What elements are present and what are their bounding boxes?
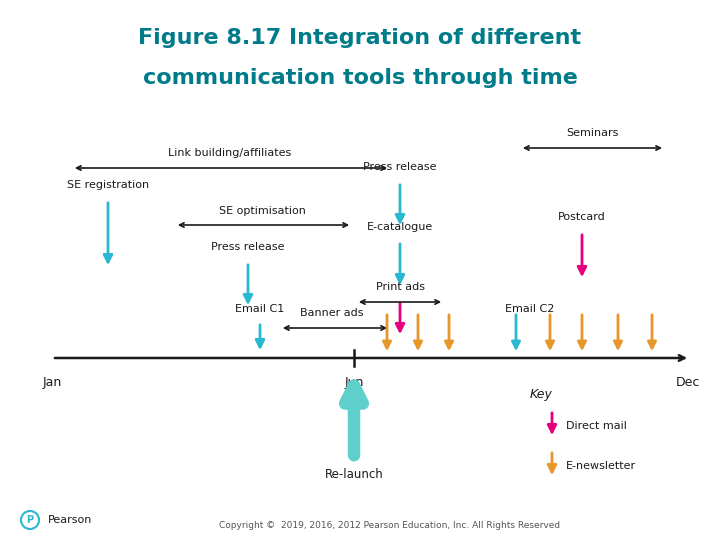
Text: Key: Key [530, 388, 553, 401]
Text: Re-launch: Re-launch [325, 468, 383, 481]
Text: Email C2: Email C2 [505, 304, 554, 314]
Text: Jun: Jun [344, 376, 364, 389]
Text: Email C1: Email C1 [235, 304, 284, 314]
Text: Link building/affiliates: Link building/affiliates [168, 148, 292, 158]
Text: Seminars: Seminars [566, 128, 618, 138]
Text: Direct mail: Direct mail [566, 421, 627, 431]
Text: Banner ads: Banner ads [300, 308, 364, 318]
Text: SE optimisation: SE optimisation [219, 206, 305, 216]
Text: Figure 8.17 Integration of different: Figure 8.17 Integration of different [138, 28, 582, 48]
Text: P: P [27, 515, 34, 525]
Text: Copyright ©  2019, 2016, 2012 Pearson Education, Inc. All Rights Reserved: Copyright © 2019, 2016, 2012 Pearson Edu… [220, 521, 561, 530]
Text: Press release: Press release [364, 162, 437, 172]
Text: E-catalogue: E-catalogue [367, 222, 433, 232]
Text: Press release: Press release [211, 242, 284, 252]
Text: Jan: Jan [42, 376, 62, 389]
Text: SE registration: SE registration [67, 180, 149, 190]
Text: communication tools through time: communication tools through time [143, 68, 577, 88]
Text: E-newsletter: E-newsletter [566, 461, 636, 471]
Text: Pearson: Pearson [48, 515, 92, 525]
Text: Print ads: Print ads [376, 282, 425, 292]
Text: Postcard: Postcard [558, 212, 606, 222]
Text: Dec: Dec [676, 376, 700, 389]
